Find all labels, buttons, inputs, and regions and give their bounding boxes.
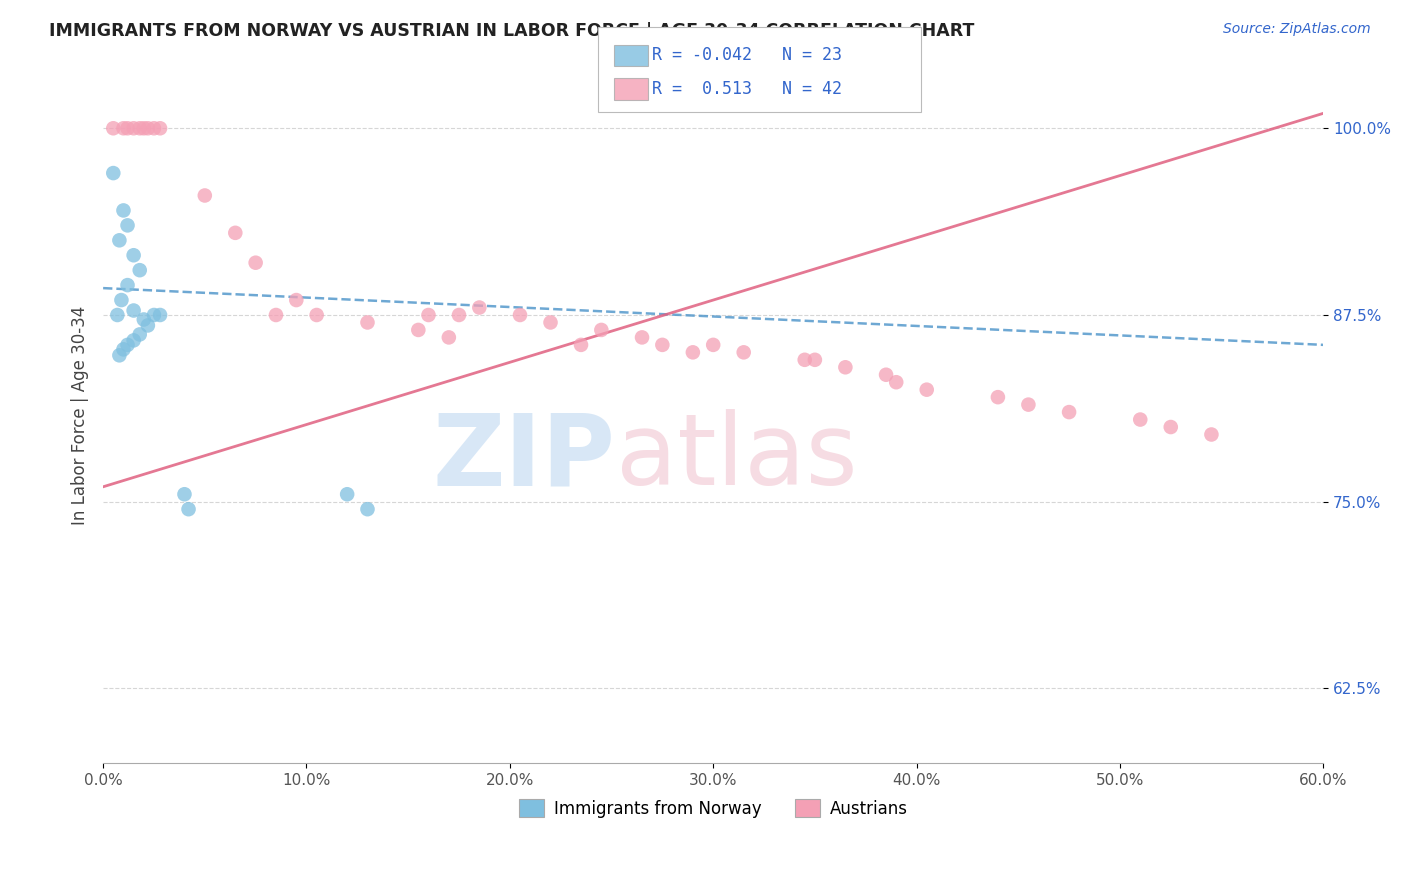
Point <box>136 318 159 333</box>
Point <box>112 203 135 218</box>
Point <box>509 308 531 322</box>
Point <box>117 121 139 136</box>
Point <box>915 383 938 397</box>
Point <box>132 121 155 136</box>
Point <box>136 121 159 136</box>
Point <box>108 233 131 247</box>
Point <box>1017 398 1039 412</box>
Point <box>149 121 172 136</box>
Point <box>128 263 150 277</box>
Point <box>117 338 139 352</box>
Point <box>804 352 827 367</box>
Point <box>112 343 135 357</box>
Point <box>117 278 139 293</box>
Point <box>117 219 139 233</box>
Legend: Immigrants from Norway, Austrians: Immigrants from Norway, Austrians <box>512 793 914 824</box>
Point <box>987 390 1010 404</box>
Point <box>173 487 195 501</box>
Point <box>437 330 460 344</box>
Text: IMMIGRANTS FROM NORWAY VS AUSTRIAN IN LABOR FORCE | AGE 30-34 CORRELATION CHART: IMMIGRANTS FROM NORWAY VS AUSTRIAN IN LA… <box>49 22 974 40</box>
Point <box>103 166 125 180</box>
Point <box>875 368 897 382</box>
Point <box>122 303 145 318</box>
Point <box>245 256 267 270</box>
Point <box>733 345 755 359</box>
Point <box>1160 420 1182 434</box>
Point <box>418 308 440 322</box>
Point <box>1201 427 1223 442</box>
Point <box>356 502 378 516</box>
Point <box>884 375 907 389</box>
Point <box>468 301 491 315</box>
Point <box>122 121 145 136</box>
Point <box>540 316 562 330</box>
Point <box>122 334 145 348</box>
Point <box>682 345 704 359</box>
Point <box>408 323 430 337</box>
Point <box>305 308 328 322</box>
Point <box>224 226 246 240</box>
Point <box>110 293 132 307</box>
Point <box>194 188 217 202</box>
Point <box>108 348 131 362</box>
Point <box>105 308 128 322</box>
Point <box>285 293 308 307</box>
Text: R =  0.513   N = 42: R = 0.513 N = 42 <box>652 80 842 98</box>
Point <box>834 360 856 375</box>
Point <box>122 248 145 262</box>
Point <box>128 121 150 136</box>
Text: Source: ZipAtlas.com: Source: ZipAtlas.com <box>1223 22 1371 37</box>
Point <box>143 121 166 136</box>
Point <box>356 316 378 330</box>
Point <box>793 352 815 367</box>
Point <box>702 338 724 352</box>
Point <box>264 308 287 322</box>
Point <box>1057 405 1080 419</box>
Point <box>149 308 172 322</box>
Point <box>447 308 470 322</box>
Text: R = -0.042   N = 23: R = -0.042 N = 23 <box>652 46 842 64</box>
Text: atlas: atlas <box>616 409 858 506</box>
Point <box>177 502 200 516</box>
Point <box>143 308 166 322</box>
Point <box>103 121 125 136</box>
Point <box>336 487 359 501</box>
Point <box>112 121 135 136</box>
Point <box>132 312 155 326</box>
Point <box>569 338 592 352</box>
Point <box>651 338 673 352</box>
Y-axis label: In Labor Force | Age 30-34: In Labor Force | Age 30-34 <box>72 306 89 525</box>
Point <box>631 330 654 344</box>
Point <box>1129 412 1152 426</box>
Text: ZIP: ZIP <box>433 409 616 506</box>
Point <box>591 323 613 337</box>
Point <box>128 327 150 342</box>
